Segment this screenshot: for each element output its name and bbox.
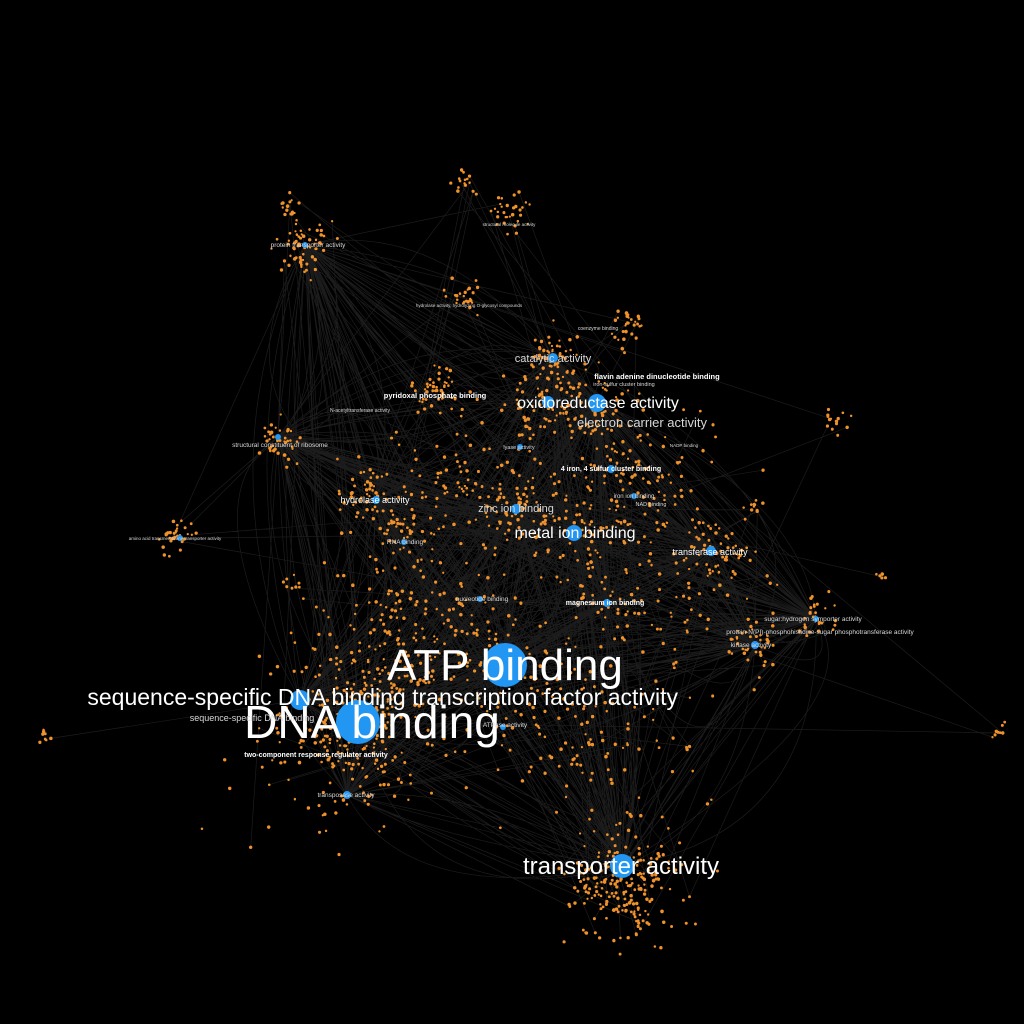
hub-node-magnesium-ion-binding[interactable]	[603, 599, 611, 607]
hub-node-transferase-activity[interactable]	[706, 546, 716, 556]
label-kinase-activity[interactable]: kinase activity	[731, 642, 772, 649]
label-atp-binding[interactable]: ATP binding	[387, 641, 623, 690]
label-pts-activity[interactable]: protein-N(PI)-phosphohistidine-sugar pho…	[726, 629, 914, 636]
hub-node-oxidoreductase-secondary[interactable]	[542, 396, 554, 408]
hub-node-4fe4s-binding[interactable]	[607, 465, 615, 473]
label-sequence-specific-dna-binding[interactable]: sequence-specific DNA binding	[190, 713, 315, 723]
label-amino-acid-transporter[interactable]: amino acid transmembrane transporter act…	[129, 536, 222, 541]
label-pyridoxal-phosphate-binding[interactable]: pyridoxal phosphate binding	[384, 391, 487, 400]
label-metal-ion-binding[interactable]: metal ion binding	[515, 525, 636, 542]
label-magnesium-ion-binding[interactable]: magnesium ion binding	[566, 600, 645, 607]
label-nadp-binding[interactable]: NADP binding	[670, 443, 699, 448]
label-fad-binding[interactable]: flavin adenine dinucleotide binding	[594, 372, 720, 381]
hub-node-atp-binding[interactable]	[483, 643, 527, 687]
label-oxidoreductase-activity[interactable]: oxidoreductase activity	[517, 395, 679, 412]
hub-node-hydrolase-activity[interactable]	[372, 496, 380, 504]
label-iron-sulfur-cluster-binding[interactable]: iron-sulfur cluster binding	[593, 382, 654, 388]
label-layer: ATP binding DNA binding sequence-specifi…	[87, 222, 914, 880]
label-transferase-activity[interactable]: transferase activity	[672, 547, 748, 557]
label-nucleotide-binding[interactable]: nucleotide binding	[456, 596, 509, 603]
hub-node-nucleotide-binding[interactable]	[477, 596, 483, 602]
label-catalytic-activity[interactable]: catalytic activity	[515, 353, 592, 365]
label-dna-binding[interactable]: DNA binding	[244, 696, 500, 748]
hub-node-oxidoreductase-activity[interactable]	[588, 394, 606, 412]
label-transcription-factor-activity[interactable]: sequence-specific DNA binding transcript…	[87, 684, 678, 710]
label-4fe4s-binding[interactable]: 4 iron, 4 sulfur cluster binding	[561, 466, 661, 473]
label-coenzyme-binding[interactable]: coenzyme binding	[578, 326, 619, 332]
hub-node-catalytic-activity[interactable]	[548, 353, 558, 363]
hub-node-ribosome[interactable]	[275, 434, 281, 440]
label-structural-ribosome[interactable]: structural constituent of ribosome	[232, 442, 328, 449]
label-lyase-activity[interactable]: lyase activity	[503, 445, 534, 451]
label-transposase-activity[interactable]: transposase activity	[317, 792, 375, 799]
label-zinc-ion-binding[interactable]: zinc ion binding	[478, 503, 554, 515]
label-atpase-activity[interactable]: ATPase activity	[483, 722, 528, 729]
hub-node-transcription-factor-activity[interactable]	[290, 690, 310, 710]
hub-node-atpase-activity[interactable]	[500, 724, 506, 730]
hub-node-rna-binding[interactable]	[401, 539, 407, 545]
label-sugar-symporter[interactable]: sugar:hydrogen symporter activity	[764, 616, 862, 623]
label-nad-binding[interactable]: NAD binding	[636, 502, 667, 508]
hub-node-dna-binding[interactable]	[336, 700, 380, 744]
hub-node-zinc-ion-binding[interactable]	[511, 504, 521, 514]
label-two-component-regulator[interactable]: two-component response regulator activit…	[244, 752, 388, 759]
label-iron-ion-binding[interactable]: iron ion binding	[614, 494, 655, 500]
hub-node-sugar-symporter[interactable]	[813, 616, 819, 622]
hub-node-metal-ion-binding[interactable]	[566, 525, 582, 541]
label-transporter-activity[interactable]: transporter activity	[523, 853, 719, 880]
label-glycosyl-hydrolase[interactable]: hydrolase activity, hydrolyzing O-glycos…	[416, 303, 523, 308]
hub-node-kinase-activity[interactable]	[751, 641, 759, 649]
hub-node-amino-acid-transporter[interactable]	[177, 535, 183, 541]
label-structural-molecule[interactable]: structural molecule activity	[483, 222, 537, 227]
label-hydrolase-activity[interactable]: hydrolase activity	[340, 495, 410, 505]
label-n-acetyltransferase[interactable]: N-acetyltransferase activity	[330, 408, 391, 414]
label-electron-carrier-activity[interactable]: electron carrier activity	[577, 415, 708, 430]
hub-node-transporter-activity[interactable]	[610, 854, 634, 878]
hub-node-lyase-activity[interactable]	[517, 444, 523, 450]
hub-node-protein-transporter[interactable]	[302, 242, 308, 248]
hub-node-iron-ion-binding[interactable]	[631, 493, 637, 499]
hub-node-layer	[177, 242, 819, 878]
label-protein-transporter[interactable]: protein transporter activity	[271, 242, 347, 249]
hub-node-transposase-activity[interactable]	[343, 791, 351, 799]
label-rna-binding[interactable]: RNA binding	[387, 539, 424, 546]
